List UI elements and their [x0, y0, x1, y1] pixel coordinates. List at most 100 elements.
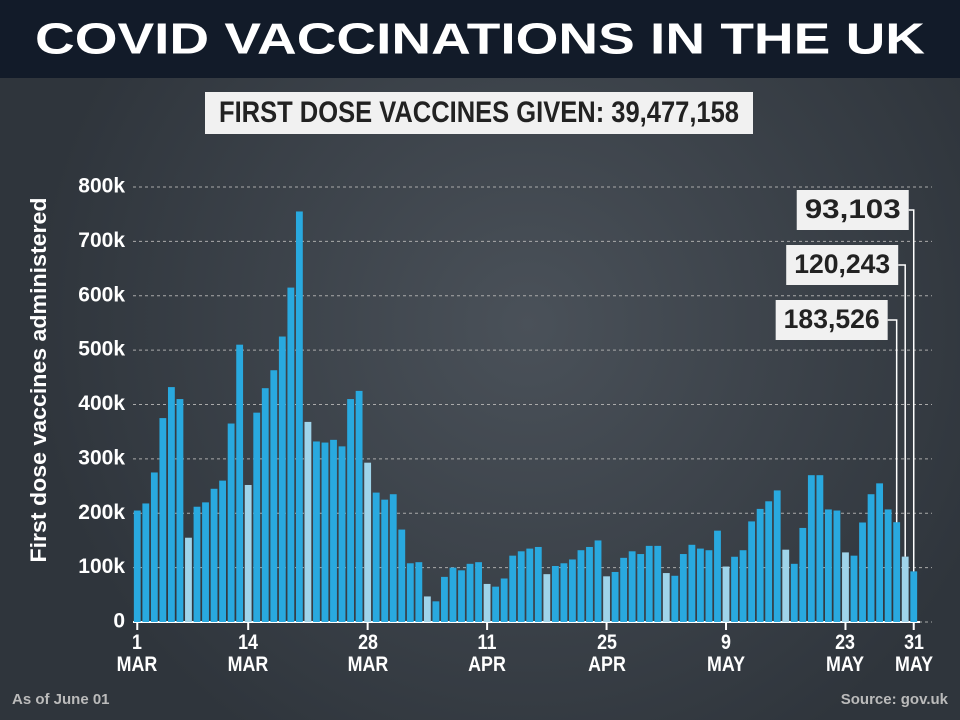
bar: [551, 565, 559, 622]
bar: [338, 446, 346, 622]
y-tick-label: 600k: [78, 283, 125, 306]
x-tick-label: 23 MAY: [826, 631, 865, 676]
bar: [278, 336, 286, 622]
bar: [534, 546, 542, 622]
bar: [807, 475, 815, 622]
y-tick-label: 700k: [78, 229, 125, 252]
bar: [509, 555, 517, 622]
bar: [287, 287, 295, 622]
bar: [679, 554, 687, 622]
bar: [697, 548, 704, 622]
bar: [645, 545, 653, 622]
bar: [867, 494, 875, 622]
bar: [244, 484, 252, 622]
bar: [910, 571, 918, 622]
bar: [884, 509, 892, 622]
bar: [688, 544, 696, 622]
bar: [423, 596, 431, 622]
bar: [714, 530, 721, 622]
callout-box: [796, 190, 909, 230]
bar: [628, 551, 636, 622]
bar: [876, 483, 884, 622]
bar: [705, 550, 713, 622]
bar: [449, 567, 457, 622]
callout-box: [775, 300, 888, 340]
bar: [142, 503, 150, 622]
value-label: 93,103: [805, 194, 901, 224]
bar: [313, 441, 320, 622]
y-tick-label: 100k: [78, 555, 125, 578]
bar: [893, 522, 901, 622]
x-tick-label: 11 APR: [468, 631, 506, 676]
bar: [304, 421, 312, 622]
bar: [330, 439, 337, 622]
bar: [432, 601, 440, 622]
bar: [577, 550, 585, 622]
bar: [816, 475, 824, 622]
bar: [270, 370, 278, 622]
subtitle-box: [205, 92, 753, 134]
bar: [842, 552, 849, 622]
bar: [748, 521, 756, 622]
bar: [219, 480, 227, 622]
bar: [756, 508, 764, 622]
bar: [364, 462, 372, 622]
bar: [167, 387, 175, 622]
bar: [637, 554, 645, 622]
x-tick-label: 28 MAR: [347, 631, 388, 676]
bar: [389, 494, 397, 622]
bar: [458, 570, 465, 622]
x-tick-label: 9 MAY: [706, 631, 746, 676]
bar: [236, 344, 244, 622]
bar: [185, 537, 192, 622]
x-tick-label: 1 MAR: [116, 631, 158, 676]
y-tick-label: 500k: [78, 338, 125, 361]
bar: [406, 563, 414, 622]
y-tick-label: 300k: [78, 446, 125, 469]
bar: [355, 390, 363, 622]
bar: [321, 442, 329, 622]
callout-box: [786, 245, 899, 285]
x-tick-label: 31 MAY: [894, 631, 933, 676]
bar: [526, 548, 534, 622]
bar: [739, 550, 747, 622]
bar: [560, 563, 568, 622]
subtitle: FIRST DOSE VACCINES GIVEN: 39,477,158: [219, 96, 739, 129]
bar: [415, 562, 423, 622]
bar: [483, 583, 491, 622]
bar: [654, 545, 662, 622]
bar: [586, 546, 593, 622]
bar: [150, 472, 158, 622]
bar: [833, 510, 841, 622]
bar: [500, 578, 508, 622]
source: Source: gov.uk: [841, 691, 949, 708]
bar: [662, 573, 670, 622]
bar: [603, 576, 610, 622]
chart-title: COVID VACCINATIONS IN THE UK: [35, 15, 925, 64]
bar: [517, 551, 525, 622]
value-label: 120,243: [794, 249, 890, 279]
bar: [901, 556, 909, 622]
bar: [850, 555, 858, 622]
callout-line: [898, 264, 906, 557]
bar: [261, 388, 269, 622]
callout-line: [908, 209, 915, 572]
bar: [372, 492, 380, 622]
bar: [731, 556, 738, 622]
bar: [159, 418, 167, 622]
bar: [398, 529, 406, 622]
bar: [492, 586, 500, 622]
y-tick-label: 400k: [78, 392, 125, 415]
x-tick-label: 25 APR: [587, 631, 626, 676]
callout-line: [887, 319, 898, 523]
bar: [765, 501, 773, 622]
bar: [782, 549, 790, 622]
bar: [475, 562, 482, 622]
title-bar: [0, 0, 960, 78]
y-axis-label: First dose vaccines administered: [26, 197, 51, 562]
bar: [466, 563, 474, 622]
y-tick-label: 800k: [78, 175, 125, 198]
bar: [253, 412, 261, 622]
bar: [210, 488, 218, 622]
